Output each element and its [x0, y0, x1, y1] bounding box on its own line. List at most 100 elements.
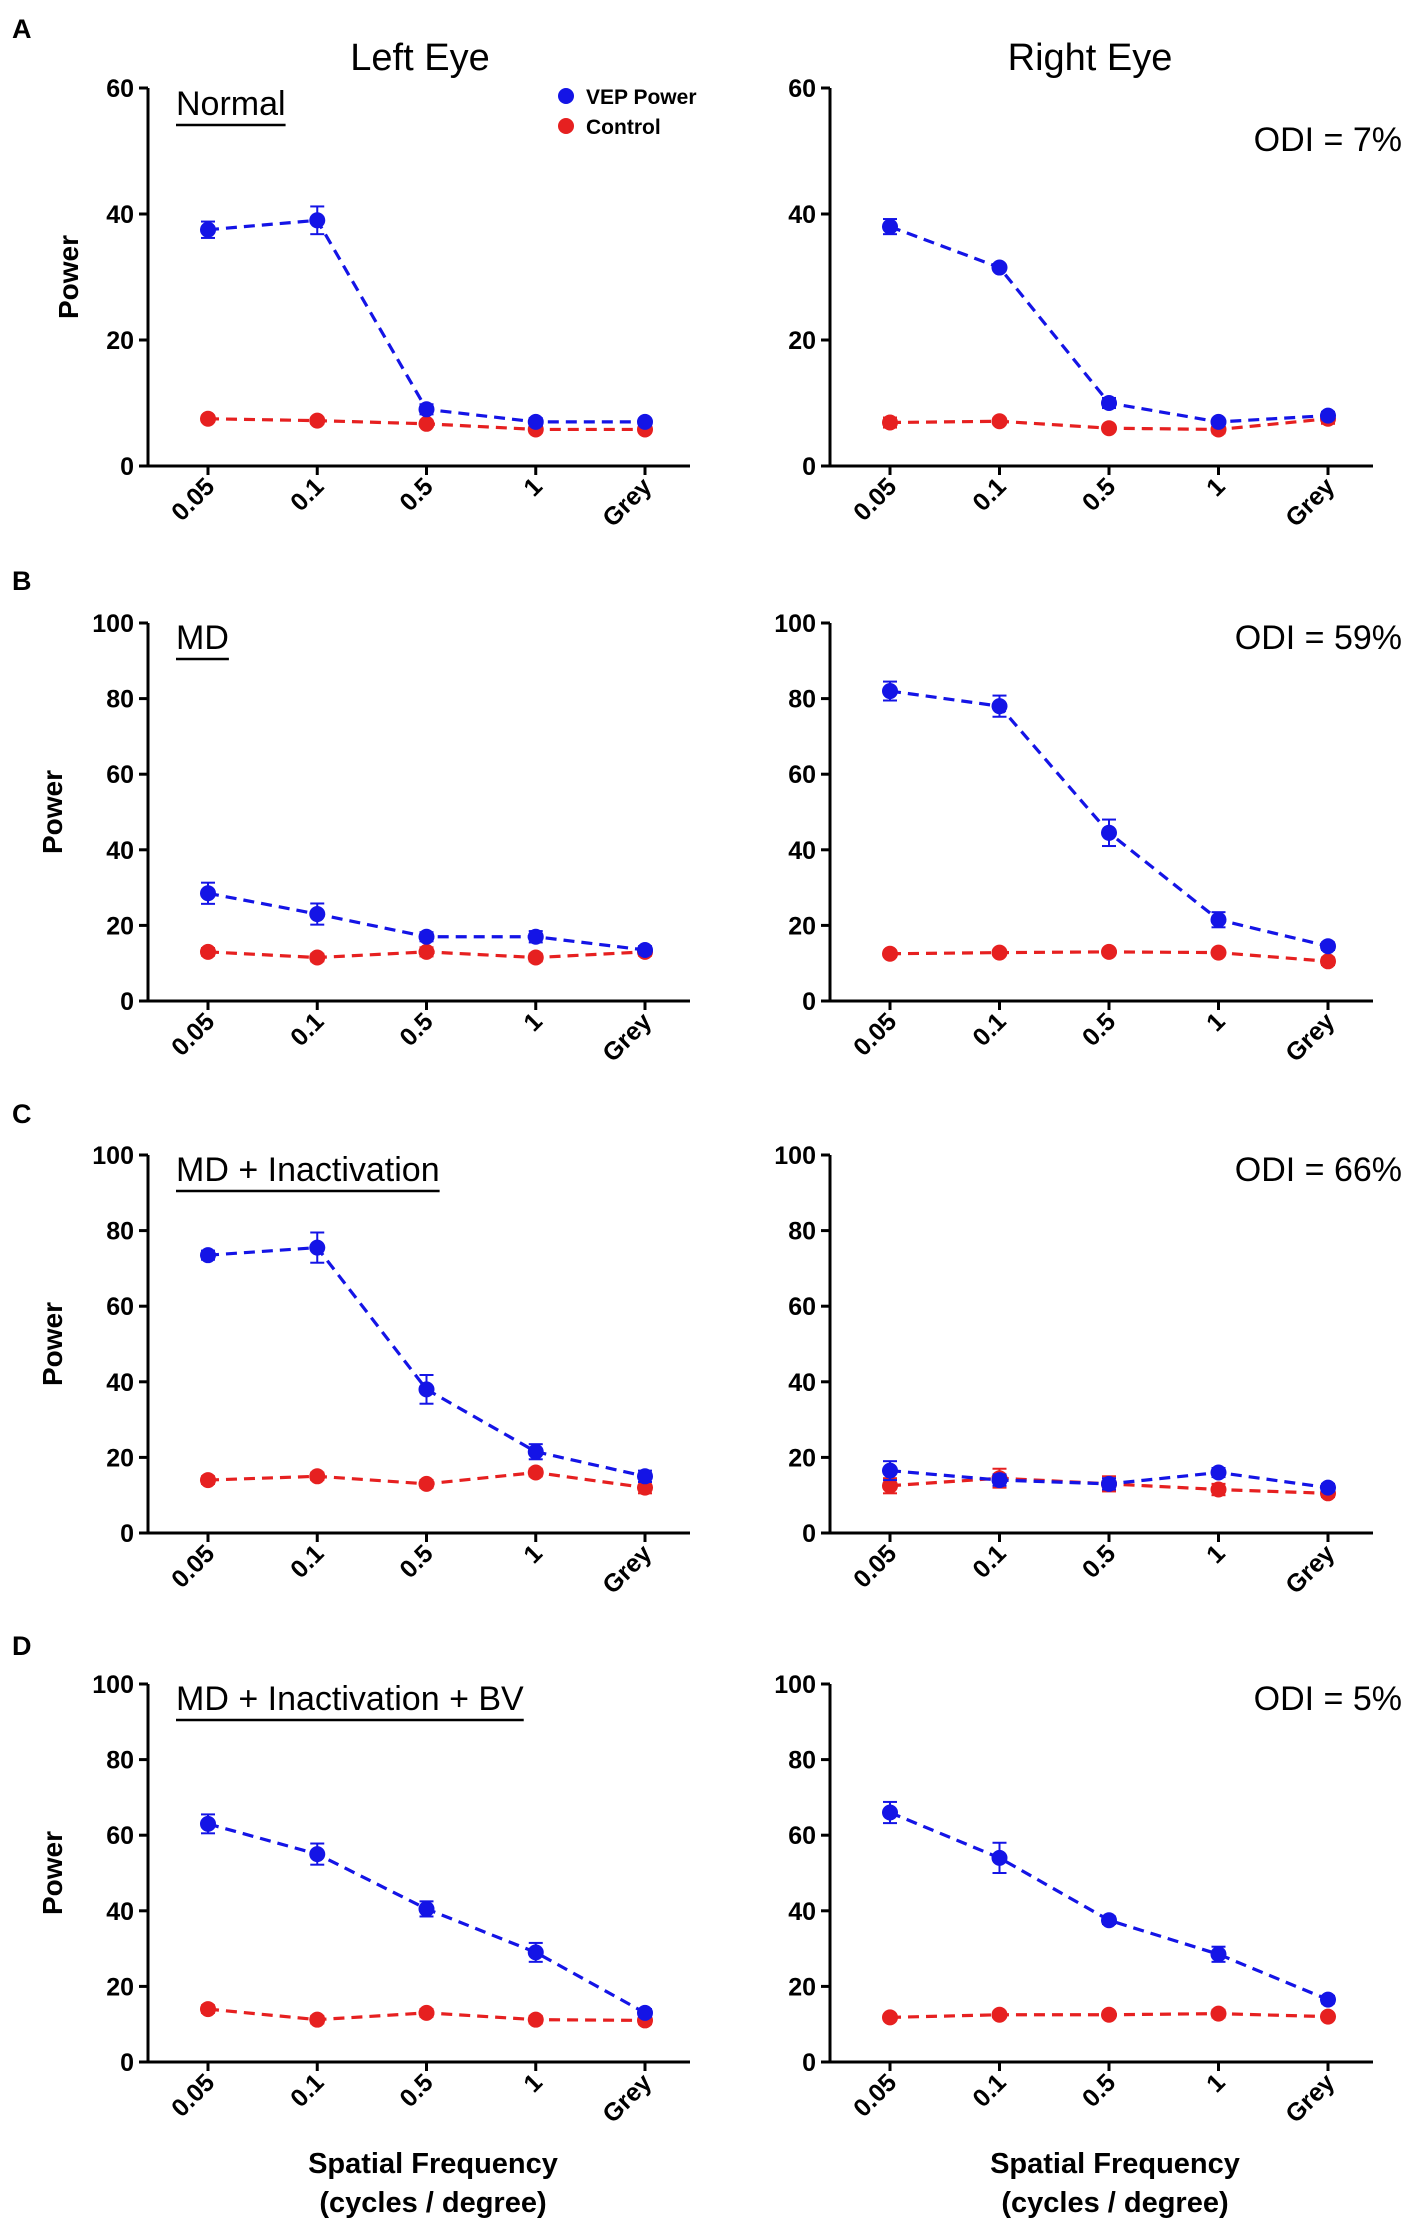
- panel-a-left-y-axis-label: Power: [53, 235, 84, 319]
- panel-b-left-control-point: [418, 943, 435, 960]
- panel-d-right-x-tick-label: 0.5: [1077, 2068, 1121, 2112]
- panel-c-left-y-axis-label: Power: [37, 1302, 68, 1386]
- panel-a-left-y-tick-label: 20: [106, 327, 134, 355]
- panel-a-right-odi-label: ODI = 7%: [1254, 121, 1402, 159]
- panel-a-left-letter: A: [12, 14, 32, 44]
- panel-a-left-x-tick-label: 0.05: [166, 472, 220, 526]
- panel-b-left-control-point: [309, 949, 326, 966]
- panel-b-right-y-tick-label: 0: [802, 988, 816, 1016]
- panel-b-left-y-tick-label: 80: [106, 686, 134, 714]
- panel-a-left-control-point: [309, 412, 326, 429]
- panel-d-right-vep-power-point: [1101, 1912, 1117, 1929]
- panel-d-right-vep-power-point: [1210, 1946, 1227, 1963]
- panel-a-right-control-point: [991, 413, 1008, 430]
- panel-c-right-vep-power-point: [882, 1462, 898, 1479]
- panel-d-right: 0 20 40 60 80 100 0.05 0.1 0.5 1 Grey ODI = 5%: [774, 1671, 1402, 2129]
- panel-a-right-x-tick-label: 0.05: [848, 472, 902, 526]
- panel-b-left-y-tick-label: 20: [106, 912, 134, 940]
- panel-b-right-y-tick-label: 20: [788, 912, 816, 940]
- panel-b-left-condition-label: MD: [176, 619, 229, 657]
- panel-d-right-y-tick-label: 80: [788, 1747, 816, 1775]
- panel-b-right-control-point: [1320, 953, 1336, 970]
- panel-b-left-control-point: [200, 943, 216, 960]
- panel-a-left-vep-power-point: [200, 221, 216, 238]
- panel-b-left-y-tick-label: 100: [92, 610, 134, 638]
- legend-marker-vep-power: [558, 88, 574, 104]
- panel-b-left-x-tick-label: 1: [518, 1007, 548, 1037]
- panel-d-left-vep-power-point: [418, 1900, 435, 1917]
- panel-d-left-control-point: [418, 2004, 435, 2021]
- panel-c-left-vep-power-line: [207, 1245, 646, 1478]
- panel-c-right-y-tick-label: 80: [788, 1218, 816, 1246]
- panel-a-right-vep-power-point: [882, 218, 898, 235]
- panel-b-right-y-tick-label: 100: [774, 610, 816, 638]
- panel-c-left-y-tick-label: 100: [92, 1142, 134, 1170]
- panel-d-left: D 0 20 40 60 80 100 0.05 0.1 0.5 1 Grey Power MD + In…: [12, 1631, 690, 2129]
- legend-label-vep-power: VEP Power: [586, 86, 697, 109]
- legend-label-control: Control: [586, 116, 661, 139]
- panel-a-left-x-tick-label: 0.1: [285, 472, 329, 516]
- panel-b-right-x-tick-label: 1: [1201, 1007, 1231, 1037]
- panel-d-right-y-tick-label: 60: [788, 1822, 816, 1850]
- panel-b-left-y-tick-label: 0: [120, 988, 134, 1016]
- panel-d-right-control-point: [1210, 2005, 1227, 2022]
- panel-c-right-x-tick-label: 0.1: [967, 1539, 1011, 1583]
- panel-d-right-y-tick-label: 20: [788, 1973, 816, 2001]
- panel-a-left-x-tick-label: 0.5: [394, 472, 438, 516]
- panel-c-right-vep-power-point: [991, 1472, 1008, 1489]
- panel-a-right-y-tick-label: 20: [788, 327, 816, 355]
- panel-d-right-vep-power-point: [1320, 1991, 1336, 2008]
- panel-c-right-y-tick-label: 100: [774, 1142, 816, 1170]
- x-axis-subtitle-right: (cycles / degree): [1001, 2187, 1228, 2219]
- panel-b-right-vep-power-point: [882, 683, 898, 700]
- x-axis-subtitle-left: (cycles / degree): [319, 2187, 546, 2219]
- panel-d-left-y-tick-label: 40: [106, 1898, 134, 1926]
- panel-c-left-vep-power-point: [418, 1381, 435, 1398]
- panel-c-right-control-point: [882, 1477, 898, 1494]
- panel-c-right-x-tick-label: 1: [1201, 1539, 1231, 1569]
- panel-c-right-control-point: [1210, 1481, 1227, 1498]
- panel-d-left-vep-power-point: [200, 1815, 216, 1832]
- panel-d-left-letter: D: [12, 1631, 32, 1661]
- panel-b-right-vep-power-point: [1320, 938, 1336, 955]
- panel-d-left-control-point: [309, 2011, 326, 2028]
- panel-a-left-vep-power-point: [309, 212, 326, 229]
- panel-d-right-y-tick-label: 100: [774, 1671, 816, 1699]
- panel-d-right-control-point: [1320, 2008, 1336, 2025]
- panel-d-right-control-point: [991, 2006, 1008, 2023]
- panel-a-right-vep-power-point: [1210, 413, 1227, 430]
- panel-b-left-control-point: [527, 949, 544, 966]
- panel-b-right-y-tick-label: 60: [788, 761, 816, 789]
- panels: A 0 20 40 60 0.05 0.1 0.5 1 Grey Power Normal 0 20 40 6…: [12, 14, 1402, 2129]
- panel-a-right-x-tick-label: Grey: [1280, 472, 1340, 532]
- panel-b-right-x-tick-label: 0.5: [1077, 1007, 1121, 1051]
- panel-b-left-y-tick-label: 60: [106, 761, 134, 789]
- panel-b-right-vep-power-point: [991, 698, 1008, 715]
- panel-a-right-control-point: [1101, 420, 1117, 437]
- panel-d-right-odi-label: ODI = 5%: [1254, 1680, 1402, 1718]
- panel-a-right-y-tick-label: 40: [788, 201, 816, 229]
- panel-d-left-y-tick-label: 0: [120, 2049, 134, 2077]
- panel-d-left-y-tick-label: 20: [106, 1973, 134, 2001]
- panel-c-right-y-tick-label: 40: [788, 1369, 816, 1397]
- panel-d-left-x-tick-label: Grey: [597, 2068, 657, 2128]
- panel-c-right-y-tick-label: 0: [802, 1520, 816, 1548]
- panel-b-right-odi-label: ODI = 59%: [1235, 619, 1402, 657]
- panel-d-left-x-tick-label: 1: [518, 2068, 548, 2098]
- panel-c-right-x-tick-label: 0.05: [848, 1539, 902, 1593]
- panel-a-left-x-tick-label: Grey: [597, 472, 657, 532]
- panel-a-right-x-tick-label: 0.1: [967, 472, 1011, 516]
- panel-b-left-x-tick-label: Grey: [597, 1007, 657, 1067]
- panel-d-left-vep-power-point: [527, 1944, 544, 1961]
- panel-b-right-x-tick-label: 0.1: [967, 1007, 1011, 1051]
- panel-c-left-condition-label: MD + Inactivation: [176, 1151, 440, 1189]
- panel-c-left-control-point: [637, 1479, 653, 1496]
- panel-d-right-y-tick-label: 40: [788, 1898, 816, 1926]
- panel-b-right-control-point: [991, 944, 1008, 961]
- panel-a-right-vep-power-line: [889, 225, 1329, 424]
- column-title-right-eye: Right Eye: [1008, 37, 1173, 79]
- panel-c-left-x-tick-label: 0.1: [285, 1539, 329, 1583]
- panel-b-left-vep-power-point: [527, 928, 544, 945]
- panel-c-right-y-tick-label: 60: [788, 1293, 816, 1321]
- panel-b-right-x-tick-label: Grey: [1280, 1007, 1340, 1067]
